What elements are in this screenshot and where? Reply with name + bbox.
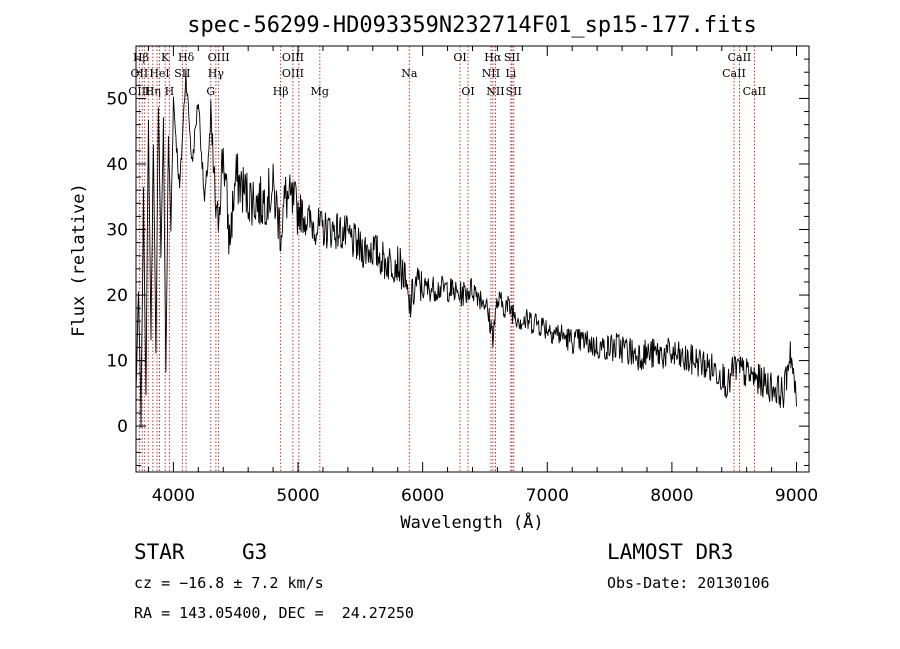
spectral-line-label: Hβ	[273, 85, 289, 98]
spectral-line-label: NII	[486, 85, 504, 98]
object-class: STAR	[134, 540, 185, 564]
spectrum-line	[135, 69, 797, 428]
spectral-line-label: Hη	[145, 85, 161, 98]
y-tick-label: 0	[117, 417, 128, 437]
spectral-line-markers	[138, 46, 755, 472]
survey-name: LAMOST DR3	[607, 540, 734, 564]
object-subclass: G3	[242, 540, 268, 564]
plot-axes: 4000 5000 6000 7000 8000 9000 0 10 20 30 40 50	[106, 45, 818, 506]
spectral-line-label: Hβ	[133, 51, 149, 64]
x-tick-label: 8000	[650, 486, 693, 506]
x-axis-label: Wavelength (Å)	[400, 511, 543, 533]
spectral-line-label: OII	[131, 67, 149, 80]
spectral-line-label: OIII	[208, 51, 230, 64]
y-tick-label: 30	[106, 221, 128, 241]
spectral-line-label: NII	[482, 67, 500, 80]
spectral-line-label: Hδ	[178, 51, 195, 64]
spectral-line-label: CaII	[743, 85, 767, 98]
observation-date: Obs-Date: 20130106	[607, 574, 770, 592]
spectral-line-label: CaII	[728, 51, 752, 64]
sky-coordinates: RA = 143.05400, DEC = 24.27250	[134, 604, 414, 622]
spectral-line-label: SII	[174, 67, 190, 80]
y-tick-label: 10	[106, 352, 128, 372]
x-tick-label: 4000	[152, 486, 195, 506]
spectral-line-label: G	[206, 85, 215, 98]
spectral-line-label: OI	[461, 85, 474, 98]
x-tick-label: 6000	[401, 486, 444, 506]
y-tick-label: 50	[106, 89, 128, 109]
plot-frame	[135, 45, 810, 473]
spectral-line-label: CaII	[722, 67, 746, 80]
spectral-line-label: HeI	[149, 67, 169, 80]
spectral-line-label: OI	[453, 51, 466, 64]
y-tick-label: 40	[106, 155, 128, 175]
spectral-line-label: OIII	[128, 85, 150, 98]
x-tick-label: 9000	[775, 486, 818, 506]
y-axis-label: Flux (relative)	[69, 183, 89, 337]
spectral-line-label: SII	[506, 85, 522, 98]
x-tick-label: 7000	[526, 486, 569, 506]
redshift-velocity: cz = −16.8 ± 7.2 km/s	[134, 574, 324, 592]
spectral-line-label: Li	[505, 67, 516, 80]
spectral-line-label: OIII	[282, 67, 304, 80]
chart-title: spec-56299-HD093359N232714F01_sp15-177.f…	[187, 13, 757, 38]
spectral-line-label: Na	[401, 67, 418, 80]
spectral-line-label: OIII	[282, 51, 304, 64]
spectral-line-label: SII	[504, 51, 520, 64]
spectral-line-label: Hα	[484, 51, 502, 64]
x-tick-label: 5000	[276, 486, 319, 506]
spectrum-series	[135, 69, 797, 428]
spectral-line-label: Hγ	[208, 67, 225, 80]
spectral-line-label: Mg	[311, 85, 329, 98]
y-tick-label: 20	[106, 286, 128, 306]
spectral-line-label: H	[165, 85, 175, 98]
spectral-line-label: K	[161, 51, 170, 64]
